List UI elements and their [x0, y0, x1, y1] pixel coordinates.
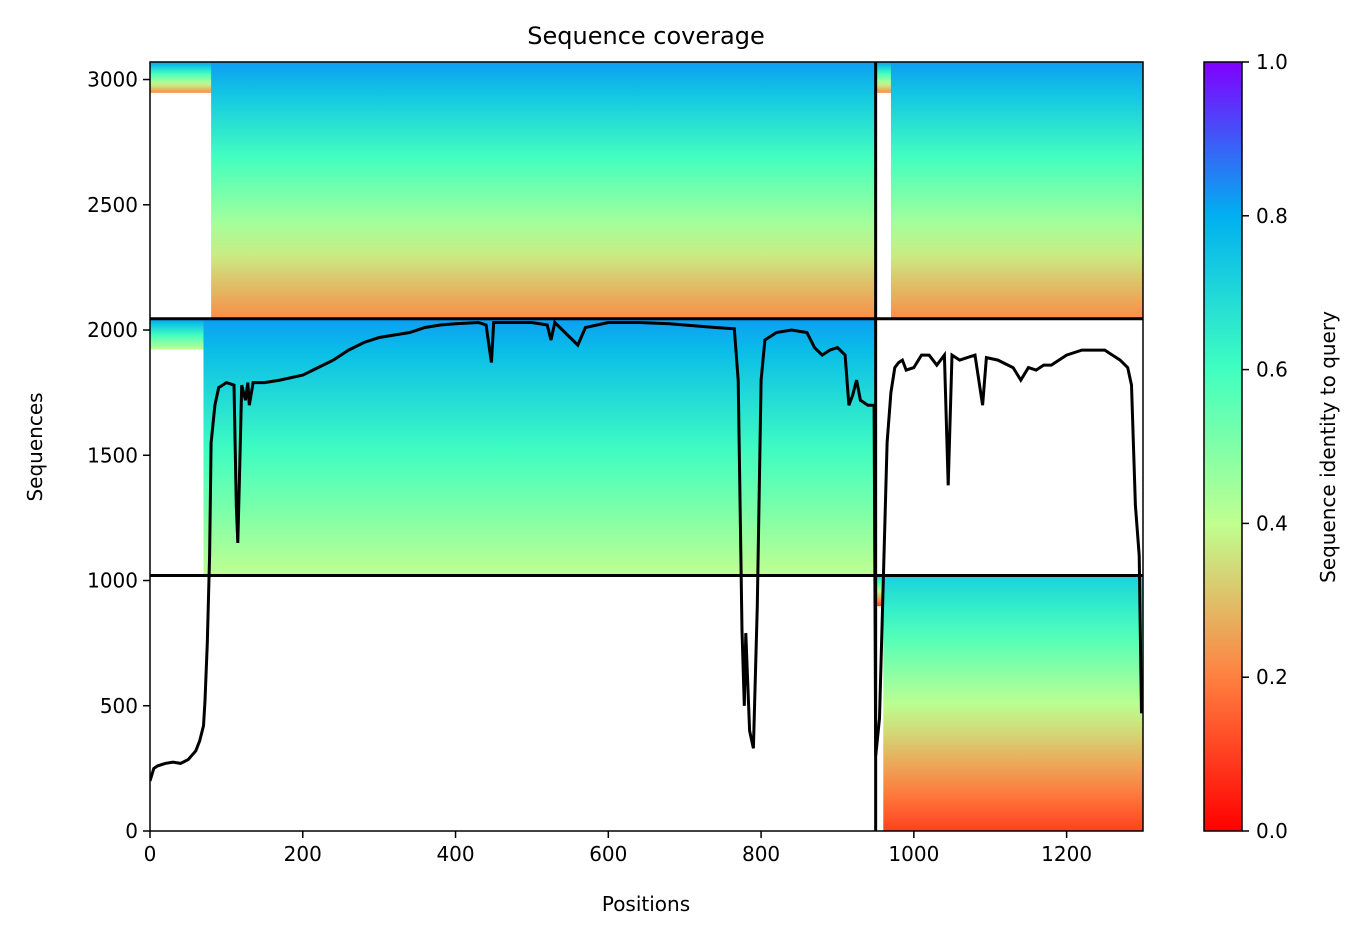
y-tick-label: 1000 [87, 569, 138, 593]
x-tick-label: 800 [742, 842, 780, 866]
coverage-block [883, 575, 1143, 831]
x-tick-label: 1000 [888, 842, 939, 866]
colorbar-label: Sequence identity to query [1316, 311, 1340, 583]
y-tick-label: 1500 [87, 443, 138, 467]
coverage-block [203, 318, 876, 576]
y-tick-label: 2000 [87, 318, 138, 342]
colorbar-tick-label: 0.4 [1256, 511, 1288, 535]
colorbar-ticks: 0.0 0.2 0.4 0.6 0.8 1.0 [1242, 50, 1288, 843]
colorbar-tick-label: 0.0 [1256, 819, 1288, 843]
colorbar [1203, 61, 1243, 832]
x-tick-label: 0 [144, 842, 157, 866]
x-tick-label: 600 [589, 842, 627, 866]
colorbar-tick-label: 0.8 [1256, 204, 1288, 228]
y-axis-ticks: 0 500 1000 1500 2000 2500 3000 [87, 68, 150, 843]
coverage-blocks [150, 62, 1143, 831]
x-axis-ticks: 0 200 400 600 800 1000 1200 [144, 831, 1092, 866]
plot-area [150, 62, 1143, 831]
x-tick-label: 200 [284, 842, 322, 866]
x-axis-label: Positions [602, 892, 690, 916]
coverage-line [150, 319, 1143, 782]
y-tick-label: 0 [125, 819, 138, 843]
y-tick-label: 2500 [87, 193, 138, 217]
y-axis-label: Sequences [23, 392, 47, 501]
x-tick-label: 400 [436, 842, 474, 866]
colorbar-tick-label: 1.0 [1256, 50, 1288, 74]
y-tick-label: 500 [100, 694, 138, 718]
y-tick-label: 3000 [87, 68, 138, 92]
coverage-block [211, 62, 876, 319]
colorbar-tick-label: 0.6 [1256, 358, 1288, 382]
colorbar-tick-label: 0.2 [1256, 665, 1288, 689]
coverage-block [890, 62, 1143, 319]
plot-frame [149, 61, 1144, 832]
chart-title: Sequence coverage [527, 22, 764, 50]
x-tick-label: 1200 [1041, 842, 1092, 866]
